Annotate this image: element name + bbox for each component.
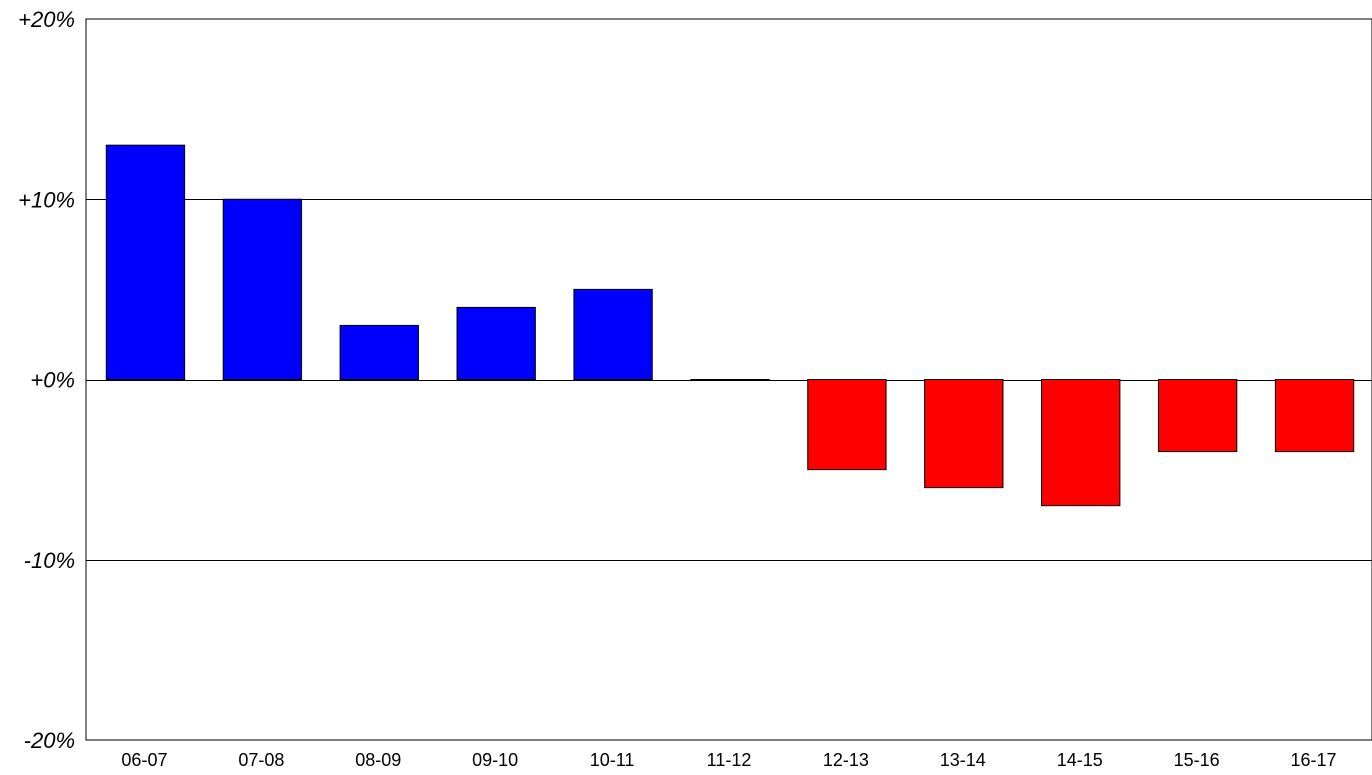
bar-15-16	[1157, 379, 1238, 453]
x-tick-label: 11-12	[707, 750, 752, 770]
bar-07-08	[222, 198, 303, 380]
y-tick-label: +10%	[18, 187, 75, 212]
y-axis-tick-labels: +20% +10% +0% -10% -20%	[18, 7, 75, 753]
x-tick-label: 08-09	[355, 750, 401, 770]
bar-13-14	[924, 379, 1004, 489]
bar-09-10	[456, 306, 536, 380]
x-tick-label: 07-08	[238, 750, 284, 770]
plot-area-frame	[85, 18, 1372, 741]
x-tick-label: 16-17	[1291, 750, 1337, 770]
bar-14-15	[1041, 379, 1121, 507]
x-tick-label: 12-13	[823, 750, 869, 770]
bar-11-12	[690, 379, 770, 381]
x-tick-label: 06-07	[121, 750, 167, 770]
x-tick-label: 09-10	[472, 750, 518, 770]
bar-12-13	[807, 379, 887, 471]
bar-10-11	[573, 288, 653, 380]
y-tick-label: +20%	[18, 7, 75, 32]
bar-06-07	[105, 144, 186, 380]
y-tick-label: -10%	[24, 548, 75, 573]
x-tick-label: 15-16	[1174, 750, 1220, 770]
bar-16-17	[1274, 379, 1355, 453]
x-tick-label: 13-14	[940, 750, 986, 770]
x-axis-tick-labels: 06-07 07-08 08-09 09-10 10-11 11-12 12-13 13-14…	[121, 750, 1336, 770]
y-tick-label: -20%	[24, 728, 75, 753]
bars	[105, 144, 1355, 507]
x-tick-label: 10-11	[590, 750, 635, 770]
y-tick-label: +0%	[30, 368, 75, 393]
bar-08-09	[339, 324, 419, 380]
x-tick-label: 14-15	[1057, 750, 1103, 770]
